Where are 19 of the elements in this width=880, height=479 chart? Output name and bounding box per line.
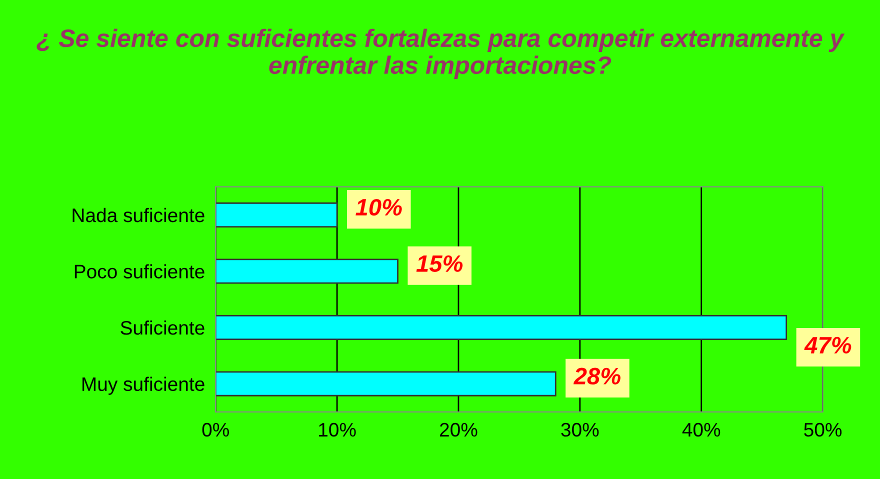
- bar: [216, 202, 338, 228]
- bar: [216, 315, 788, 340]
- x-tick-label: 10%: [319, 422, 356, 437]
- data-label: 47%: [804, 336, 852, 354]
- x-tick-label: 40%: [682, 422, 720, 437]
- data-label: 10%: [356, 198, 402, 216]
- bar: [216, 371, 556, 396]
- bar: [216, 258, 398, 284]
- y-tick-label: Poco suficiente: [74, 264, 204, 278]
- x-tick-label: 30%: [561, 422, 599, 437]
- data-label: 15%: [416, 255, 463, 272]
- y-tick-label: Muy suficiente: [82, 376, 204, 395]
- x-tick-label: 20%: [440, 422, 478, 437]
- y-tick-label: Nada suficiente: [72, 208, 204, 222]
- y-tick-label: Suficiente: [120, 320, 204, 335]
- chart-title: ¿ Se siente con suficientes fortalezas para competir externamente y enfrentar las importaciones?: [36, 28, 845, 79]
- x-tick-label: 50%: [804, 422, 842, 437]
- data-label: 28%: [573, 368, 620, 385]
- x-tick-label: 0%: [202, 422, 229, 437]
